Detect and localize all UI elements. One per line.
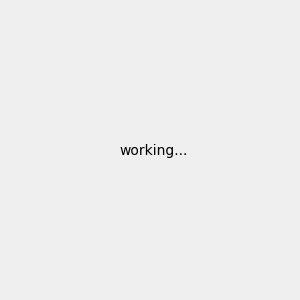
Text: working...: working... [120,145,188,158]
